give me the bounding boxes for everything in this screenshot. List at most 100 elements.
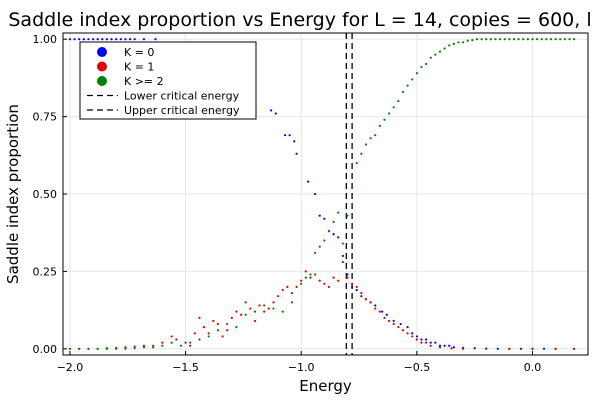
data-point	[283, 134, 287, 137]
data-point	[545, 38, 548, 41]
data-point	[341, 261, 344, 264]
x-tick-label: −2.0	[57, 361, 84, 374]
legend: K = 0 K = 1K >= 2 Lower critical energyUpp…	[79, 41, 257, 120]
data-point	[397, 326, 400, 329]
data-point	[295, 152, 298, 155]
data-point	[350, 285, 354, 288]
data-point	[508, 347, 511, 350]
data-point	[313, 251, 317, 254]
data-point	[355, 161, 358, 165]
legend-label: K = 0	[124, 46, 154, 59]
data-point	[332, 220, 335, 223]
data-point	[101, 38, 104, 41]
data-point	[91, 38, 95, 41]
legend-marker	[97, 47, 107, 57]
data-point	[341, 242, 344, 245]
data-point	[438, 346, 442, 349]
data-point	[189, 341, 192, 344]
data-point	[198, 316, 201, 319]
data-point	[531, 38, 534, 41]
data-point	[392, 106, 395, 109]
data-point	[378, 310, 381, 313]
data-point	[207, 335, 210, 338]
data-point	[346, 273, 349, 276]
data-point	[374, 307, 377, 310]
data-point	[385, 313, 388, 316]
data-point	[142, 344, 146, 347]
data-point	[364, 143, 368, 146]
data-point	[494, 38, 497, 41]
data-point	[355, 288, 358, 292]
data-point	[448, 44, 451, 47]
data-point	[485, 347, 488, 350]
data-point	[381, 310, 384, 313]
data-point	[355, 285, 358, 288]
data-point	[327, 285, 331, 288]
data-point	[462, 347, 465, 350]
data-point	[406, 84, 409, 87]
data-point	[429, 344, 432, 347]
data-point	[253, 319, 257, 323]
legend-label: K = 1	[124, 61, 154, 74]
data-point	[267, 307, 270, 310]
data-point	[531, 347, 534, 350]
data-point	[323, 217, 326, 220]
legend-label: Lower critical energy	[124, 90, 240, 103]
data-point	[253, 310, 257, 313]
data-point	[466, 39, 469, 42]
data-point	[443, 47, 446, 50]
data-point	[337, 211, 340, 214]
data-point	[434, 341, 437, 344]
data-point	[110, 38, 113, 41]
data-point	[293, 140, 296, 143]
data-point	[290, 291, 294, 295]
axis-ticks: −2.0 −1.5 −1.0 −0.5 0.0 0.00 0.25 0.50 0.75 1.00	[33, 33, 542, 374]
data-point	[270, 109, 273, 112]
data-point	[411, 78, 414, 81]
data-point	[96, 347, 99, 350]
data-point	[378, 124, 381, 127]
data-point	[411, 335, 414, 338]
data-point	[239, 313, 243, 316]
data-point	[105, 347, 109, 350]
chart-title: Saddle index proportion vs Energy for L …	[8, 9, 591, 31]
data-point	[415, 335, 418, 338]
data-point	[142, 38, 146, 41]
data-point	[374, 304, 377, 307]
data-point	[244, 313, 247, 316]
data-point	[388, 319, 391, 323]
data-point	[184, 341, 187, 344]
data-point	[272, 301, 275, 304]
data-point	[193, 332, 196, 335]
data-point	[399, 322, 402, 326]
data-point	[124, 38, 127, 41]
data-point	[573, 38, 576, 41]
data-point	[554, 347, 557, 350]
data-point	[258, 304, 261, 307]
data-point	[420, 65, 423, 69]
data-point	[212, 319, 215, 323]
data-point	[142, 346, 146, 349]
data-point	[443, 344, 446, 347]
data-point	[542, 347, 546, 350]
data-point	[559, 38, 562, 41]
data-point	[406, 332, 409, 335]
data-point	[96, 38, 99, 41]
data-point	[304, 276, 307, 279]
data-point	[392, 319, 395, 323]
data-point	[68, 38, 72, 41]
data-point	[346, 214, 349, 217]
data-point	[503, 38, 506, 41]
data-point	[115, 347, 118, 350]
data-point	[161, 341, 164, 344]
data-point	[281, 288, 284, 292]
x-tick-label: −0.5	[403, 361, 430, 374]
data-point	[288, 134, 291, 137]
data-point	[87, 347, 90, 350]
legend-entries: K = 0 K = 1K >= 2 Lower critical energyUpp…	[87, 46, 240, 117]
data-point	[457, 41, 460, 44]
data-point	[383, 316, 386, 319]
data-point	[198, 338, 201, 341]
data-point	[374, 134, 377, 137]
